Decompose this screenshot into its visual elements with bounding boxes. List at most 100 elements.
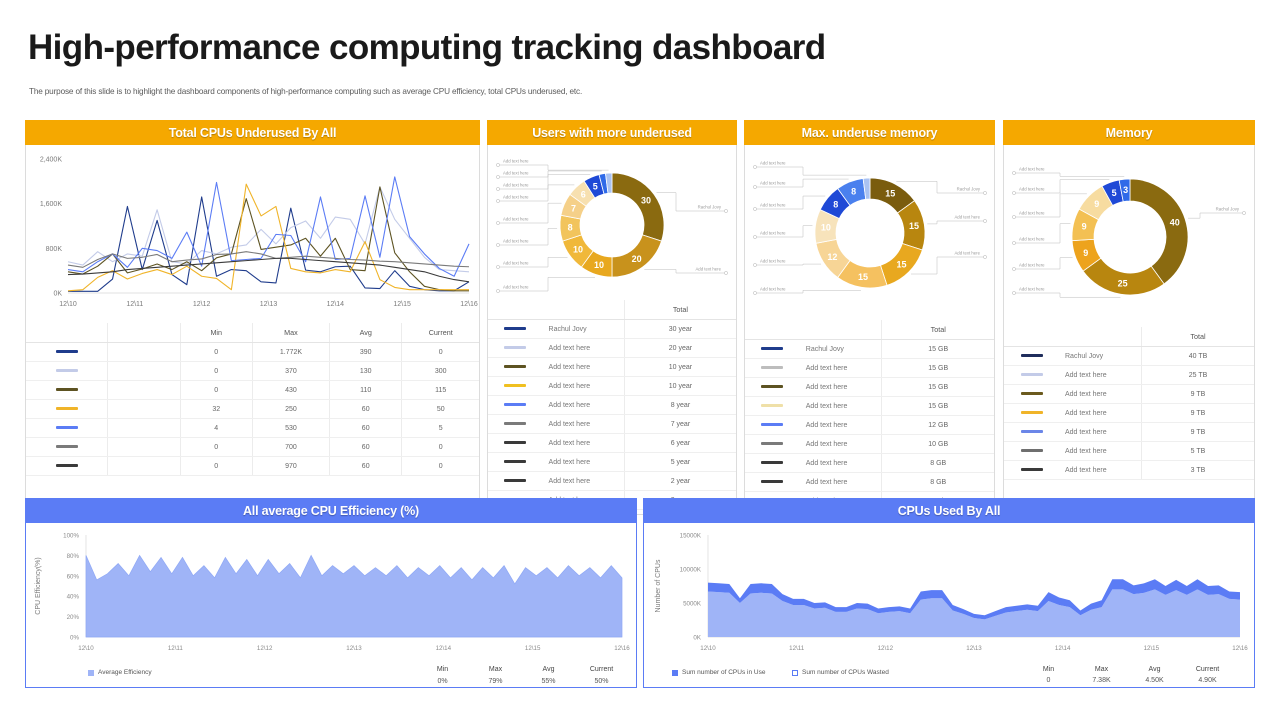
table-header-row: Total: [488, 300, 736, 320]
table-row: Add text here 25 TB: [1004, 365, 1254, 385]
table-cell-name: Add text here: [799, 415, 882, 435]
series-color-swatch: [1020, 430, 1043, 434]
table-cell-name: Add text here: [1059, 384, 1142, 404]
series-color-swatch: [1020, 468, 1043, 472]
stat-head-avg: Avg: [542, 666, 555, 673]
table-row: Add text here 5 year: [488, 452, 736, 472]
table-cell-name: Add text here: [799, 358, 882, 378]
series-color-swatch: [55, 407, 78, 411]
svg-text:Add text here: Add text here: [503, 171, 529, 176]
svg-text:12\10: 12\10: [700, 645, 716, 652]
table-cell-name: Add text here: [542, 338, 625, 358]
svg-text:7: 7: [571, 203, 576, 213]
svg-text:12\13: 12\13: [346, 645, 362, 652]
series-color-swatch: [1020, 354, 1043, 358]
stats-value-row: 0% 79% 55% 50%: [416, 678, 628, 685]
svg-text:100%: 100%: [63, 533, 79, 540]
table-cell-name: Add text here: [1059, 441, 1142, 461]
svg-text:12\16: 12\16: [614, 645, 630, 652]
svg-text:12: 12: [827, 252, 837, 262]
table-cell-avg: 60: [328, 399, 402, 419]
table-cell-name: Add text here: [799, 396, 882, 416]
svg-text:12\12: 12\12: [878, 645, 894, 652]
table-cell-swatch: [488, 319, 543, 339]
page-title: High-performance computing tracking dash…: [28, 28, 826, 67]
col-name: [107, 323, 180, 343]
svg-text:15: 15: [896, 259, 906, 269]
table-row: Add text here 9 TB: [1004, 422, 1254, 442]
table-row: Add text here 15 GB: [745, 377, 994, 397]
panel-body-memory: 40 25 9 9 9 5 3 Rachul Jovy Add text here Add tex…: [1003, 145, 1255, 515]
series-color-swatch: [761, 423, 784, 427]
table-cell-total: 15 GB: [881, 396, 994, 416]
col-name: [1059, 327, 1142, 347]
col-avg: Avg: [328, 323, 402, 343]
table-cell-total: 10 year: [623, 376, 736, 396]
table-cell-total: 9 TB: [1141, 384, 1254, 404]
series-color-swatch: [504, 479, 527, 483]
stat-head-current: Current: [589, 666, 614, 673]
series-color-swatch: [55, 350, 78, 354]
svg-text:12\15: 12\15: [1144, 645, 1160, 652]
series-color-swatch: [504, 327, 527, 331]
panel-memory: Memory 40 25 9 9 9 5 3 Rachul Jovy Add text here…: [1003, 120, 1255, 515]
table-cell-swatch: [26, 437, 108, 457]
table-cell-name: [107, 342, 180, 362]
panel-title-max-underuse-memory: Max. underuse memory: [744, 120, 995, 145]
svg-text:Add text here: Add text here: [503, 159, 529, 164]
stats-header-row: Min Max Avg Current: [1022, 666, 1234, 673]
table-cell-name: [107, 399, 180, 419]
panel-title-cpus-used: CPUs Used By All: [643, 498, 1255, 523]
table-cell-avg: 60: [328, 456, 402, 476]
table-row: Add text here 6 year: [488, 433, 736, 453]
table-cell-total: 7 year: [623, 414, 736, 434]
table-cell-total: 20 year: [623, 338, 736, 358]
svg-text:12\14: 12\14: [327, 301, 345, 308]
table-cell-swatch: [1004, 403, 1059, 423]
donut-chart-memory: 40 25 9 9 9 5 3 Rachul Jovy Add text here Add tex…: [1012, 167, 1246, 298]
table-cell-total: 9 TB: [1141, 422, 1254, 442]
table-row: Add text here 10 GB: [745, 434, 994, 454]
table-cell-swatch: [1004, 365, 1059, 385]
table-row: Rachul Jovy 15 GB: [745, 339, 994, 359]
col-total: Total: [623, 300, 736, 320]
stat-head-current: Current: [1195, 666, 1220, 673]
series-color-swatch: [761, 480, 784, 484]
stat-val-min: 0%: [437, 678, 448, 685]
table-cell-swatch: [488, 338, 543, 358]
table-cell-total: 6 year: [623, 433, 736, 453]
stat-inuse-current: 4.90K: [1198, 677, 1217, 684]
table-cell-swatch: [745, 415, 800, 435]
col-name: [542, 300, 625, 320]
table-row: Add text here 15 GB: [745, 396, 994, 416]
col-total: Total: [1141, 327, 1254, 347]
table-cell-min: 0: [179, 342, 253, 362]
table-cell-avg: 130: [328, 361, 402, 381]
table-header-row: Min Max Avg Current: [26, 323, 479, 343]
svg-text:30: 30: [641, 195, 651, 205]
svg-text:Add text here: Add text here: [760, 161, 786, 166]
series-color-swatch: [761, 442, 784, 446]
series-color-swatch: [504, 460, 527, 464]
table-row: Add text here 5 TB: [1004, 441, 1254, 461]
svg-text:Add text here: Add text here: [503, 261, 529, 266]
table-cell-name: Add text here: [542, 414, 625, 434]
table-cell-total: 9 TB: [1141, 403, 1254, 423]
series-color-swatch: [504, 365, 527, 369]
table-row: Rachul Jovy 30 year: [488, 319, 736, 339]
line-chart-total-cpus: 0K 800K 1,600K 2,400K 12\10 12\11 12\12 12\13 12…: [40, 157, 478, 309]
table-cell-total: 5 year: [623, 452, 736, 472]
table-memory: Total Rachul Jovy 40 TB Add text here 25 TB…: [1004, 327, 1254, 480]
table-cell-swatch: [488, 376, 543, 396]
table-cell-swatch: [745, 358, 800, 378]
table-cell-current: 0: [401, 437, 479, 457]
svg-text:20%: 20%: [67, 614, 80, 621]
table-cell-swatch: [488, 433, 543, 453]
svg-text:Add text here: Add text here: [503, 183, 529, 188]
col-max: Max: [251, 323, 330, 343]
svg-text:6: 6: [581, 189, 586, 199]
table-cell-swatch: [26, 342, 108, 362]
svg-text:Add text here: Add text here: [760, 181, 786, 186]
table-row: Add text here 12 GB: [745, 415, 994, 435]
